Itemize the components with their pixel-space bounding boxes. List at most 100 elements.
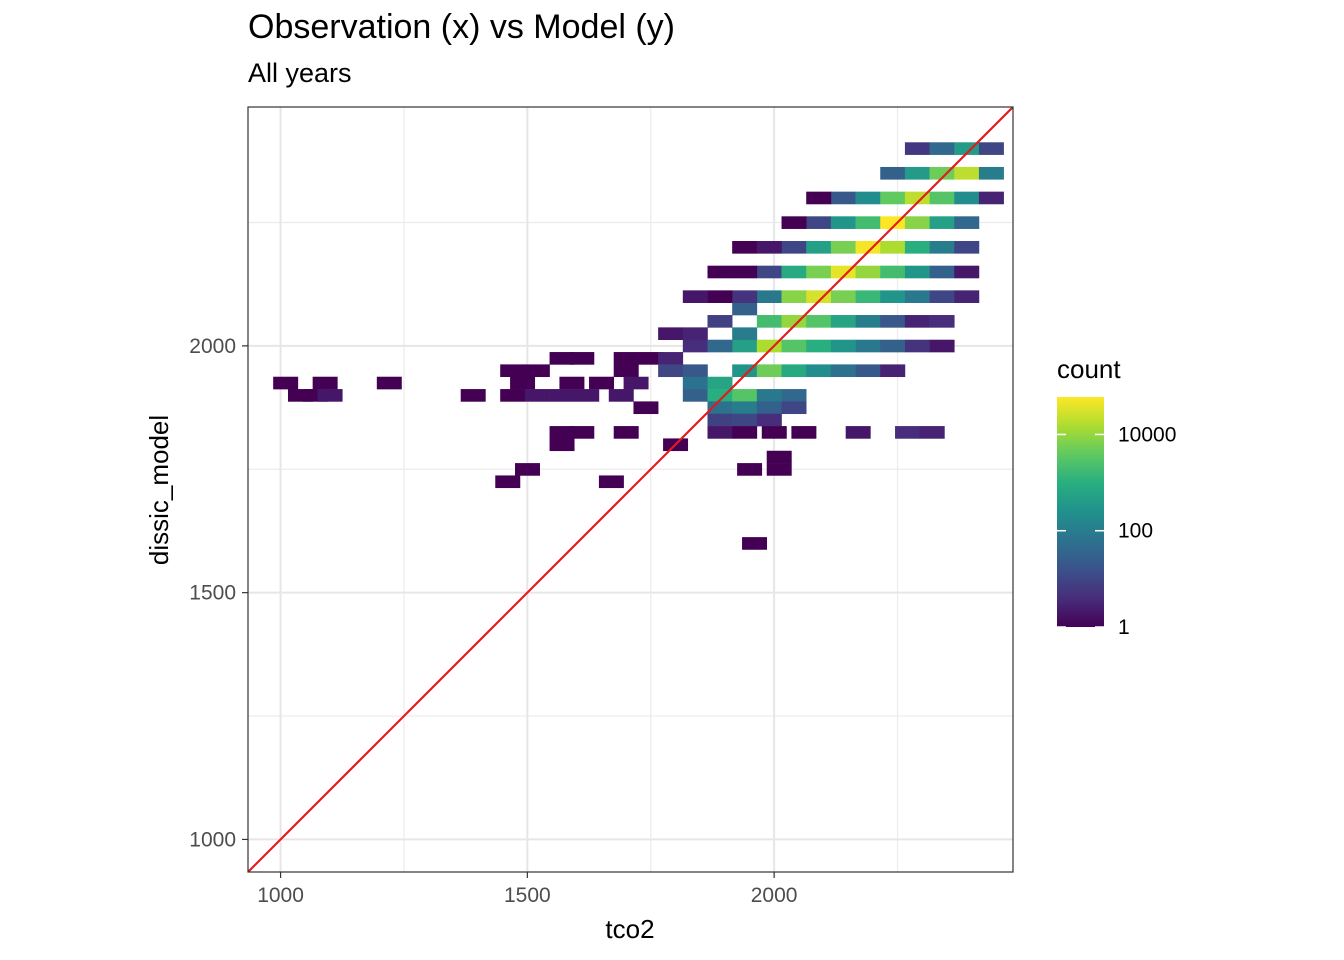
heatmap-tile bbox=[658, 327, 684, 341]
heatmap-tile bbox=[781, 401, 807, 415]
heatmap-tile bbox=[830, 290, 856, 303]
legend-tick-label: 1 bbox=[1118, 616, 1130, 639]
heatmap-tile bbox=[895, 426, 921, 439]
heatmap-tile bbox=[682, 290, 708, 303]
heatmap-tile bbox=[904, 290, 930, 303]
heatmap-tile bbox=[682, 327, 708, 341]
heatmap-tile bbox=[781, 240, 807, 254]
heatmap-tile bbox=[830, 240, 856, 254]
heatmap-tile bbox=[954, 191, 980, 205]
heatmap-tile bbox=[756, 265, 782, 279]
heatmap-tile bbox=[806, 315, 832, 328]
heatmap-tile bbox=[682, 364, 708, 378]
heatmap-tile bbox=[766, 463, 792, 476]
heatmap-tile bbox=[682, 376, 708, 390]
heatmap-tile bbox=[806, 240, 832, 254]
heatmap-tile bbox=[495, 475, 521, 489]
panel-border bbox=[247, 106, 1014, 873]
heatmap-tile bbox=[549, 438, 575, 452]
heatmap-tile bbox=[682, 339, 708, 353]
heatmap-tile bbox=[756, 290, 782, 303]
heatmap-tile bbox=[978, 166, 1004, 180]
heatmap-tile bbox=[880, 265, 906, 279]
heatmap-tile bbox=[929, 265, 955, 279]
heatmap-tile bbox=[806, 265, 832, 279]
heatmap-tile bbox=[929, 339, 955, 353]
heatmap-tile bbox=[707, 401, 733, 415]
heatmap-tile bbox=[781, 265, 807, 279]
heatmap-tile bbox=[855, 290, 881, 303]
heatmap-tile bbox=[613, 426, 639, 439]
grid-lines bbox=[248, 107, 1013, 872]
heatmap-tile bbox=[273, 376, 299, 390]
heatmap-tile bbox=[806, 339, 832, 353]
heatmap-tile bbox=[855, 265, 881, 279]
heatmap-tile bbox=[569, 352, 595, 365]
heatmap-tile bbox=[737, 463, 763, 476]
heatmap-tile bbox=[756, 315, 782, 328]
heatmap-tile bbox=[707, 339, 733, 353]
legend-tick-label: 10000 bbox=[1118, 423, 1176, 446]
heatmap-tile bbox=[904, 265, 930, 279]
heatmap-tile bbox=[707, 265, 733, 279]
heatmap-tile bbox=[954, 166, 980, 180]
heatmap-tile bbox=[682, 389, 708, 402]
x-tick-label: 2000 bbox=[751, 884, 798, 907]
heatmap-tile bbox=[707, 376, 733, 390]
heatmap-tile bbox=[845, 426, 871, 439]
heatmap-tile bbox=[806, 364, 832, 378]
x-tick-label: 1500 bbox=[504, 884, 551, 907]
heatmap-tile bbox=[781, 339, 807, 353]
heatmap-tile bbox=[904, 166, 930, 180]
heatmap-tile bbox=[904, 216, 930, 229]
heatmap-tile bbox=[791, 426, 817, 439]
heatmap-tile bbox=[510, 376, 536, 390]
heatmap-tile bbox=[707, 413, 733, 427]
heatmap-tile bbox=[613, 364, 639, 378]
heatmap-tile bbox=[756, 389, 782, 402]
heatmap-tile bbox=[880, 166, 906, 180]
heatmap-tile bbox=[549, 352, 575, 365]
heatmap-tile bbox=[500, 364, 526, 378]
heatmap-tile bbox=[929, 191, 955, 205]
heatmap-tile bbox=[880, 339, 906, 353]
heatmap-tile bbox=[732, 426, 758, 439]
heatmap-tile bbox=[766, 450, 792, 464]
heatmap-tile bbox=[524, 389, 550, 402]
y-tick-label: 1500 bbox=[189, 582, 236, 605]
heatmap-tile bbox=[929, 290, 955, 303]
chart-title: Observation (x) vs Model (y) bbox=[248, 8, 675, 46]
heatmap-tile bbox=[880, 290, 906, 303]
heatmap-tile bbox=[613, 352, 639, 365]
heatmap-tile bbox=[830, 191, 856, 205]
heatmap-tile bbox=[707, 315, 733, 328]
heatmap-tile bbox=[929, 240, 955, 254]
heatmap-tile bbox=[756, 240, 782, 254]
heatmap-tile bbox=[312, 376, 338, 390]
heatmap-tile bbox=[781, 364, 807, 378]
heatmap-tile bbox=[855, 216, 881, 229]
y-tick-label: 2000 bbox=[189, 335, 236, 358]
heatmap-tile bbox=[756, 401, 782, 415]
heatmap-tile bbox=[929, 142, 955, 155]
heatmap-tile bbox=[954, 216, 980, 229]
heatmap-tile bbox=[732, 290, 758, 303]
heatmap-tile bbox=[756, 364, 782, 378]
heatmap-tile bbox=[756, 413, 782, 427]
heatmap-tile bbox=[460, 389, 486, 402]
heatmap-tile bbox=[500, 389, 526, 402]
heatmap-tile bbox=[929, 216, 955, 229]
heatmap-tile bbox=[732, 401, 758, 415]
y-axis: 1000 1500 2000 bbox=[189, 335, 248, 851]
heatmap-tile bbox=[855, 339, 881, 353]
heatmap-tile bbox=[376, 376, 402, 390]
heatmap-tile bbox=[781, 216, 807, 229]
heatmap-tile bbox=[515, 463, 540, 476]
heatmap-tile bbox=[830, 315, 856, 328]
legend-tick-label: 100 bbox=[1118, 520, 1153, 543]
legend-ticks: 1 100 10000 bbox=[1057, 423, 1176, 639]
heatmap-tile bbox=[954, 290, 980, 303]
heatmap-tile bbox=[830, 364, 856, 378]
heatmap-tile bbox=[549, 389, 575, 402]
